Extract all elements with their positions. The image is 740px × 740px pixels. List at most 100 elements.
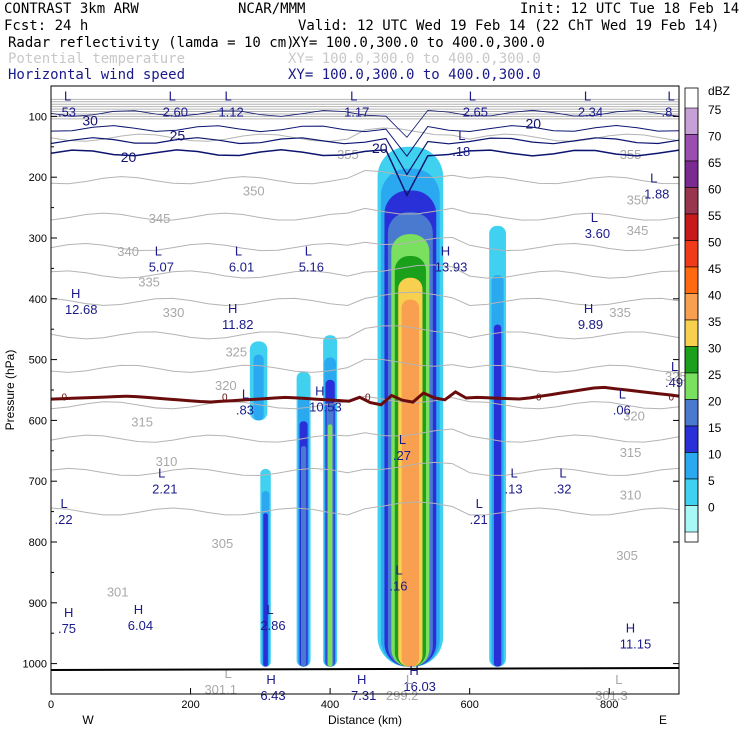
y-axis-title: Pressure (hPa) bbox=[3, 350, 17, 431]
extremum-type: H bbox=[134, 602, 143, 617]
theta-label: 325 bbox=[225, 345, 247, 360]
extremum-value: .13 bbox=[505, 481, 523, 496]
extremum-value: .49 bbox=[665, 375, 683, 390]
y-tick-label: 300 bbox=[29, 233, 47, 245]
extremum-type: L bbox=[266, 602, 273, 617]
colorbar-label: 75 bbox=[708, 103, 722, 117]
y-tick-label: 200 bbox=[29, 172, 47, 184]
extremum-value: 3.60 bbox=[585, 226, 610, 241]
colorbar-swatch bbox=[685, 135, 698, 162]
theta-label: 315 bbox=[131, 414, 153, 429]
theta-label: 335 bbox=[609, 305, 631, 320]
extremum-value: 1.17 bbox=[344, 104, 369, 119]
field1-xy: XY= 100.0,300.0 to 400.0,300.0 bbox=[292, 35, 545, 51]
extremum-type: L bbox=[350, 88, 357, 103]
colorbar-label: 45 bbox=[708, 262, 722, 276]
extremum-type: L bbox=[399, 432, 406, 447]
extremum-type: L bbox=[64, 88, 71, 103]
wind-speed-label: 30 bbox=[82, 113, 98, 129]
reflectivity-band bbox=[301, 446, 306, 667]
extremum-value: .32 bbox=[553, 481, 571, 496]
x-tick-label: 600 bbox=[460, 699, 478, 711]
extremum-value: 11.15 bbox=[620, 636, 652, 651]
extremum-value: .06 bbox=[613, 402, 631, 417]
extremum-type: L bbox=[671, 359, 678, 374]
y-tick-label: 1000 bbox=[23, 659, 47, 671]
x-tick-label: 200 bbox=[181, 699, 199, 711]
extremum-type: L bbox=[155, 243, 162, 258]
theta-label: 305 bbox=[616, 548, 638, 563]
colorbar-swatch bbox=[685, 214, 698, 241]
extremum-value: 7.31 bbox=[351, 688, 376, 703]
y-tick-label: 100 bbox=[29, 111, 47, 123]
field2-xy: XY= 100.0,300.0 to 400.0,300.0 bbox=[288, 51, 541, 67]
x-axis-title: Distance (km) bbox=[328, 713, 402, 727]
surface-theta-type: L bbox=[615, 672, 622, 687]
extremum-value: .21 bbox=[470, 512, 488, 527]
extremum-value: 2.60 bbox=[163, 104, 188, 119]
wind-speed-label: 20 bbox=[372, 140, 388, 156]
y-tick-label: 400 bbox=[29, 294, 47, 306]
surface-theta-type: L bbox=[224, 666, 231, 681]
extremum-value: 5.16 bbox=[299, 259, 324, 274]
extremum-value: 11.82 bbox=[222, 317, 254, 332]
extremum-value: .8 bbox=[662, 104, 673, 119]
colorbar-swatch bbox=[685, 320, 698, 347]
extremum-value: .27 bbox=[393, 448, 411, 463]
colorbar-swatch bbox=[685, 400, 698, 427]
x-tick-label: 0 bbox=[48, 699, 54, 711]
extremum-value: .53 bbox=[58, 104, 76, 119]
extremum-value: 12.68 bbox=[65, 302, 98, 317]
theta-label: 310 bbox=[620, 487, 642, 502]
x-axis-east-label: E bbox=[659, 713, 667, 727]
colorbar: 757065605550454035302520151050 bbox=[685, 88, 722, 542]
header-init: Init: 12 UTC Tue 18 Feb 14 bbox=[520, 1, 739, 17]
x-tick-label: 400 bbox=[321, 699, 339, 711]
extremum-type: L bbox=[305, 243, 312, 258]
reflectivity-band bbox=[494, 325, 501, 667]
extremum-type: H bbox=[64, 605, 73, 620]
extremum-value: .18 bbox=[452, 144, 470, 159]
colorbar-label: 40 bbox=[708, 289, 722, 303]
theta-label: 335 bbox=[138, 275, 160, 290]
field3-xy: XY= 100.0,300.0 to 400.0,300.0 bbox=[288, 67, 541, 83]
colorbar-swatch bbox=[685, 373, 698, 400]
extremum-value: .75 bbox=[58, 621, 76, 636]
colorbar-label: 15 bbox=[708, 421, 722, 435]
extremum-type: L bbox=[559, 465, 566, 480]
wind-speed-label: 20 bbox=[121, 149, 137, 165]
extremum-type: L bbox=[619, 386, 626, 401]
extremum-type: L bbox=[591, 210, 598, 225]
extremum-value: 2.65 bbox=[463, 104, 488, 119]
colorbar-swatch bbox=[685, 453, 698, 480]
plot-area: 3553503453403353303253203153103053013553… bbox=[51, 86, 687, 703]
extremum-value: 6.43 bbox=[260, 688, 285, 703]
colorbar-swatch bbox=[685, 108, 698, 135]
field1-name: Radar reflectivity (lamda = 10 cm) bbox=[8, 35, 295, 51]
freezing-level-label: 0 bbox=[669, 392, 675, 403]
surface-theta-value: 299.2 bbox=[386, 688, 419, 703]
colorbar-swatch bbox=[685, 347, 698, 374]
extremum-value: 6.01 bbox=[229, 259, 254, 274]
theta-label: 320 bbox=[215, 378, 237, 393]
theta-label: 305 bbox=[211, 536, 233, 551]
extremum-type: L bbox=[584, 88, 591, 103]
extremum-value: 2.86 bbox=[260, 618, 285, 633]
reflectivity-band bbox=[328, 424, 333, 666]
colorbar-label: 70 bbox=[708, 130, 722, 144]
freezing-level-label: 0 bbox=[365, 392, 371, 403]
header-org: NCAR/MMM bbox=[238, 1, 305, 17]
colorbar-label: 65 bbox=[708, 156, 722, 170]
colorbar-label: 10 bbox=[708, 448, 722, 462]
theta-label: 301 bbox=[107, 585, 129, 600]
colorbar-swatch bbox=[685, 426, 698, 453]
extremum-type: L bbox=[458, 128, 465, 143]
y-tick-label: 500 bbox=[29, 355, 47, 367]
extremum-type: L bbox=[242, 386, 249, 401]
extremum-value: 5.07 bbox=[149, 259, 174, 274]
wind-speed-label: 20 bbox=[525, 116, 541, 132]
extremum-type: H bbox=[626, 620, 635, 635]
colorbar-unit: dBZ bbox=[708, 84, 730, 98]
extremum-type: L bbox=[476, 496, 483, 511]
colorbar-label: 30 bbox=[708, 342, 722, 356]
